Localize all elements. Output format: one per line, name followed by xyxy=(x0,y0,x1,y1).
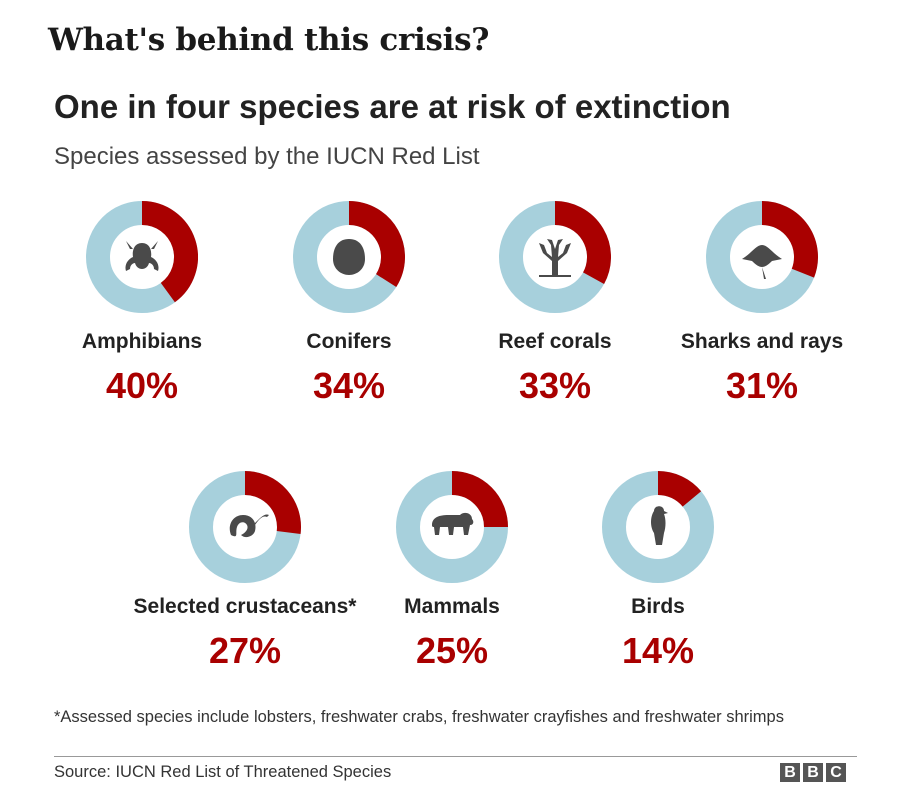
category-label: Reef corals xyxy=(498,330,612,353)
category-label: Conifers xyxy=(306,330,392,353)
shrimp-icon xyxy=(229,514,269,538)
chart-title: One in four species are at risk of extin… xyxy=(54,88,731,125)
value-label: 31% xyxy=(725,365,799,406)
value-label: 34% xyxy=(312,365,386,406)
bbc-logo: B B C xyxy=(780,763,846,782)
donut-1 xyxy=(293,201,405,313)
footer-divider xyxy=(54,756,857,757)
donut-svg xyxy=(189,471,301,583)
donut-5 xyxy=(396,471,508,583)
donut-svg xyxy=(396,471,508,583)
page-heading: What's behind this crisis? xyxy=(48,22,490,58)
donut-at-risk-slice xyxy=(244,471,301,535)
bbc-logo-letter: C xyxy=(826,763,846,782)
pinecone-icon xyxy=(333,239,365,275)
donut-at-risk-slice xyxy=(554,201,611,284)
value-label: 14% xyxy=(621,630,695,671)
donut-at-risk-slice xyxy=(657,471,702,508)
donut-svg xyxy=(602,471,714,583)
donut-svg xyxy=(499,201,611,313)
value-label: 25% xyxy=(415,630,489,671)
donut-svg xyxy=(86,201,198,313)
donut-3 xyxy=(706,201,818,313)
bbc-logo-letter: B xyxy=(803,763,823,782)
bird-icon xyxy=(651,506,668,545)
category-label: Birds xyxy=(631,595,685,618)
frog-icon xyxy=(125,241,159,271)
donut-0 xyxy=(86,201,198,313)
value-label: 27% xyxy=(208,630,282,671)
donut-4 xyxy=(189,471,301,583)
donut-at-risk-slice xyxy=(451,471,508,528)
category-label: Mammals xyxy=(404,595,500,618)
category-label: Selected crustaceans* xyxy=(133,595,357,618)
donut-at-risk-slice xyxy=(348,201,405,288)
coral-icon xyxy=(539,239,571,277)
bbc-logo-letter: B xyxy=(780,763,800,782)
donut-svg xyxy=(293,201,405,313)
donut-2 xyxy=(499,201,611,313)
ray-icon xyxy=(742,245,782,279)
category-label: Amphibians xyxy=(81,330,203,353)
donut-at-risk-slice xyxy=(761,201,818,278)
donut-6 xyxy=(602,471,714,583)
donut-svg xyxy=(706,201,818,313)
category-label: Sharks and rays xyxy=(680,330,844,353)
chart-source: Source: IUCN Red List of Threatened Spec… xyxy=(54,763,392,781)
donut-at-risk-slice xyxy=(141,201,198,303)
chart-footnote: *Assessed species include lobsters, fres… xyxy=(54,708,784,726)
value-label: 33% xyxy=(518,365,592,406)
value-label: 40% xyxy=(105,365,179,406)
chart-subtitle: Species assessed by the IUCN Red List xyxy=(54,143,480,170)
bear-icon xyxy=(432,512,474,535)
